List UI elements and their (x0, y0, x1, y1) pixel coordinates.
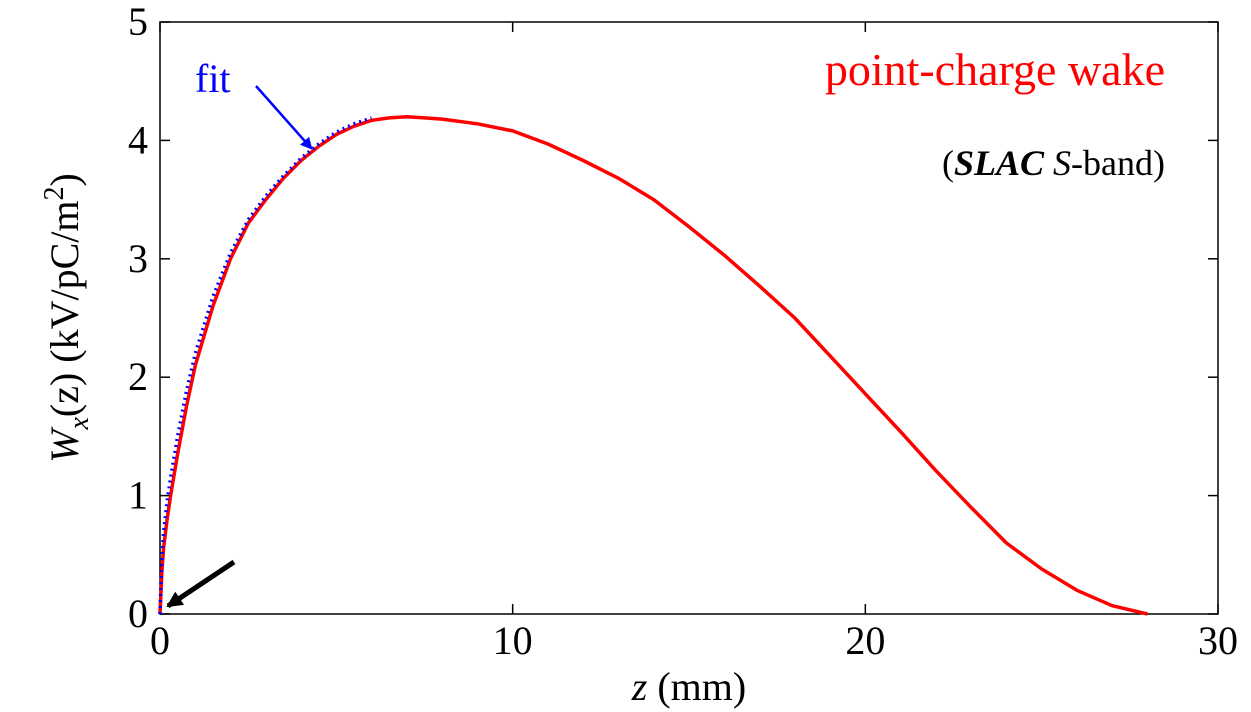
y-axis-label: Wx(z) (kV/pC/m2) (39, 173, 95, 463)
tick-labels: 0 10 20 30 0 1 2 3 4 5 (128, 0, 1238, 663)
series-line-wake (158, 114, 1148, 616)
y-axis-arg: (z) (42, 373, 87, 417)
subtitle-part1: SLAC (954, 143, 1045, 183)
y-tick-label: 2 (128, 354, 148, 399)
chart-subtitle: (SLAC S-band) (942, 143, 1165, 183)
series-layer (158, 114, 1148, 616)
subtitle-open: ( (942, 143, 954, 183)
y-tick-label: 0 (128, 591, 148, 636)
origin-arrow (166, 559, 236, 609)
subtitle-part2 (1044, 143, 1053, 183)
subtitle-part4: -band) (1071, 143, 1165, 183)
x-tick-label: 20 (845, 618, 885, 663)
subtitle-part3: S (1053, 143, 1071, 183)
plot-area (159, 21, 1219, 615)
chart-title: point-charge wake (825, 44, 1165, 95)
y-axis-w: W (42, 426, 87, 463)
y-tick-label: 1 (128, 473, 148, 518)
y-axis-sub: x (64, 417, 95, 431)
y-tick-label: 3 (128, 236, 148, 281)
x-tick-label: 30 (1198, 618, 1238, 663)
fit-label: fit (195, 56, 231, 101)
ticks (159, 21, 1219, 615)
x-axis-label: z (mm) (631, 664, 746, 709)
x-axis-var: z (631, 664, 648, 709)
x-tick-label: 0 (150, 618, 170, 663)
fit-arrow (255, 85, 313, 150)
y-tick-label: 5 (128, 0, 148, 44)
x-tick-label: 10 (493, 618, 533, 663)
y-axis-units-post: ) (42, 173, 87, 186)
y-axis-units-pre: (kV/pC/m (42, 200, 87, 372)
y-tick-label: 4 (128, 117, 148, 162)
y-axis-sup: 2 (39, 186, 70, 200)
x-axis-units: (mm) (647, 664, 746, 709)
